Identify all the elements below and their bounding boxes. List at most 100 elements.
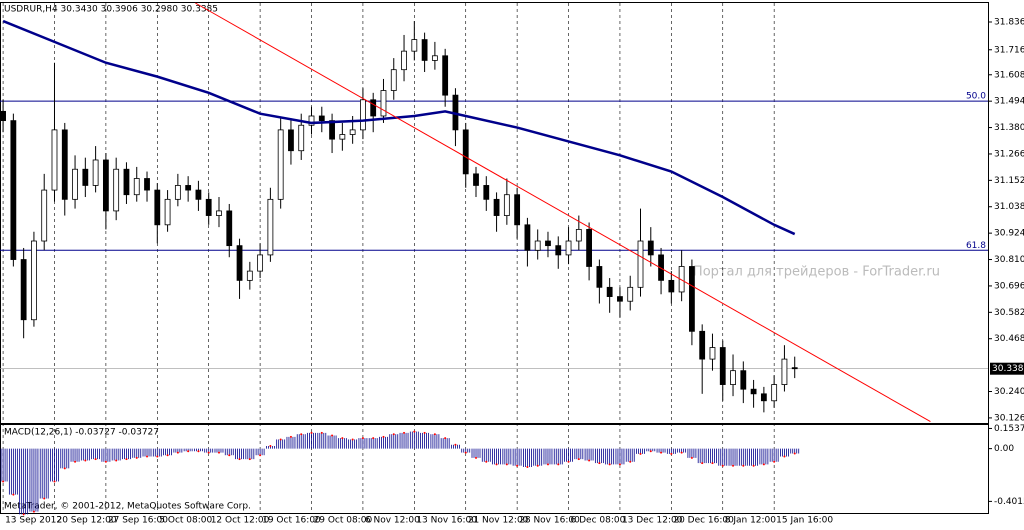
- macd-dot: [300, 433, 303, 436]
- macd-dot: [557, 463, 560, 466]
- macd-dot: [495, 463, 498, 466]
- macd-dot: [475, 456, 478, 459]
- x-tick-label: 15 Jan 16:00: [776, 516, 833, 526]
- candle-body: [360, 99, 366, 131]
- macd-dot: [135, 456, 138, 459]
- watermark: Портал для трейдеров - ForTrader.ru: [693, 265, 940, 280]
- trendline: [195, 2, 931, 423]
- candle-body: [606, 286, 613, 297]
- candle-body: [617, 296, 623, 302]
- macd-dot: [701, 462, 704, 465]
- candle-body: [216, 210, 222, 216]
- macd-dot: [32, 510, 35, 513]
- candle-body: [144, 178, 150, 191]
- candle-body: [236, 245, 243, 281]
- macd-dot: [732, 464, 735, 467]
- candle-body: [226, 210, 233, 247]
- macd-dot: [464, 451, 467, 454]
- macd-dot: [351, 438, 354, 441]
- macd-dot: [721, 464, 724, 467]
- y-tick-label: 30.8100: [994, 255, 1024, 265]
- macd-dot: [608, 463, 611, 466]
- candle-body: [575, 229, 582, 242]
- macd-dot: [680, 451, 683, 454]
- y-tick-label: 30.6960: [994, 281, 1024, 291]
- macd-dot: [22, 513, 25, 516]
- candle-body: [10, 120, 17, 260]
- candle-body: [760, 393, 767, 402]
- candle-body: [370, 99, 377, 117]
- macd-dot: [536, 464, 539, 467]
- candle-body: [534, 240, 541, 251]
- macd-dot: [2, 480, 5, 483]
- candle-body: [442, 55, 449, 96]
- candle-body: [72, 168, 78, 200]
- macd-dot: [248, 458, 251, 461]
- macd-dot: [259, 454, 262, 457]
- candle-body: [288, 129, 294, 152]
- candle-body: [277, 129, 284, 200]
- price-label: 30.3385: [992, 364, 1024, 374]
- macd-dot: [63, 467, 66, 470]
- macd-dot: [392, 433, 395, 436]
- level-label: 50.0: [966, 92, 986, 102]
- macd-dot: [331, 434, 334, 437]
- macd-dot: [403, 431, 406, 434]
- macd-dot: [660, 451, 663, 454]
- macd-dot: [639, 452, 642, 455]
- x-tick-label: 19 Oct 16:00: [262, 516, 321, 526]
- macd-dot: [567, 460, 570, 463]
- candle-body: [514, 194, 521, 226]
- candle-body: [102, 159, 109, 212]
- macd-dot: [752, 464, 755, 467]
- macd-dot: [341, 437, 344, 440]
- candle-body: [658, 254, 664, 281]
- candle-body: [627, 286, 634, 302]
- macd-dot: [176, 451, 179, 454]
- macd-dot: [516, 464, 519, 467]
- y-tick-label: 30.2400: [994, 387, 1024, 397]
- y-tick-label: 0.15374: [994, 424, 1024, 434]
- candle-body: [82, 168, 89, 186]
- candle-body: [61, 129, 68, 200]
- macd-panel: [0, 424, 989, 514]
- macd-dot: [12, 493, 15, 496]
- candle-body: [257, 254, 264, 272]
- candle-body: [771, 384, 778, 402]
- macd-dot: [207, 451, 210, 454]
- x-tick-label: 12 Oct 12:00: [211, 516, 270, 526]
- macd-dot: [197, 450, 200, 453]
- macd-dot: [320, 431, 323, 434]
- candle-body: [411, 39, 418, 52]
- macd-dot: [361, 437, 364, 440]
- candle-body: [113, 168, 120, 212]
- macd-title: MACD(12,26,1) -0.03727 -0.03727: [4, 428, 159, 438]
- macd-dot: [125, 458, 128, 461]
- y-tick-label: 31.1520: [994, 176, 1024, 186]
- y-tick-label: 31.7160: [994, 45, 1024, 55]
- candle-body: [555, 245, 562, 256]
- candle-body: [308, 115, 315, 126]
- x-tick-label: 13 Nov 16:00: [416, 516, 477, 526]
- candle-body: [431, 55, 438, 61]
- macd-dot: [783, 455, 786, 458]
- candle-body: [493, 198, 500, 216]
- macd-dot: [74, 460, 77, 463]
- copyright: MetaTrader, © 2001-2012, MetaQuotes Soft…: [4, 502, 251, 512]
- macd-dot: [43, 497, 46, 500]
- candle-body: [267, 198, 274, 256]
- candle-body: [51, 129, 58, 191]
- candle-body: [565, 240, 572, 256]
- macd-dot: [53, 480, 56, 483]
- x-tick-label: 29 Oct 08:00: [314, 516, 373, 526]
- candle-body: [123, 168, 130, 196]
- macd-dot: [485, 460, 488, 463]
- candle-body: [699, 330, 706, 360]
- macd-dot: [187, 450, 190, 453]
- candle-body: [318, 115, 325, 122]
- x-tick-label: 21 Nov 12:00: [468, 516, 529, 526]
- macd-dot: [598, 462, 601, 465]
- x-tick-label: 20 Sep 12:00: [56, 516, 116, 526]
